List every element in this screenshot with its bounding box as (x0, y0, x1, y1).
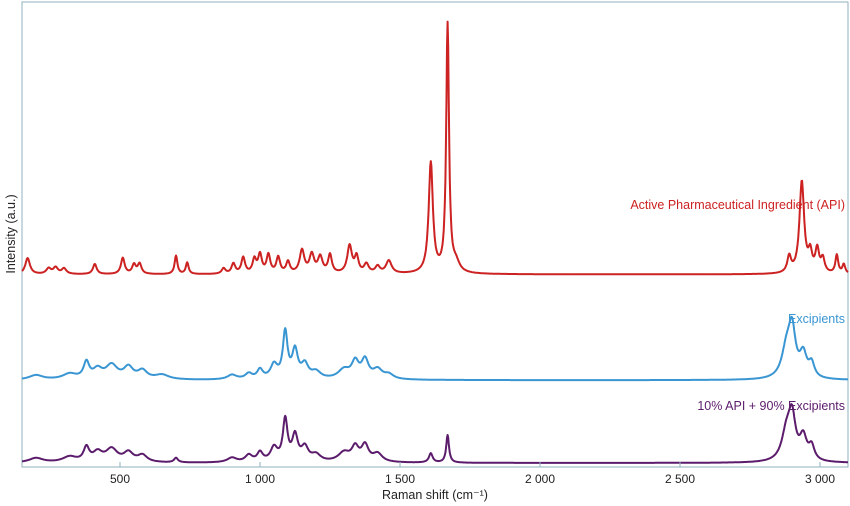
x-tick-label: 1 000 (245, 472, 275, 486)
series-label-0: Active Pharmaceutical Ingredient (API) (630, 198, 845, 212)
series-label-1: Excipients (788, 312, 845, 326)
x-axis-ticks: 500 1 000 1 500 2 000 2 500 3 000 (110, 462, 835, 486)
x-tick-label: 3 000 (805, 472, 835, 486)
series-line-0 (21, 20, 849, 276)
series-label-2: 10% API + 90% Excipients (697, 399, 845, 413)
series-line-2 (21, 403, 849, 464)
x-tick-label: 2 500 (665, 472, 695, 486)
y-axis-title: Intensity (a.u.) (4, 194, 18, 273)
series-line-1 (21, 315, 849, 382)
x-tick-label: 500 (110, 472, 130, 486)
x-axis-title: Raman shift (cm⁻¹) (382, 488, 488, 502)
series-labels: Active Pharmaceutical Ingredient (API) Ex… (630, 198, 845, 413)
x-tick-label: 2 000 (525, 472, 555, 486)
plot-frame (21, 1, 849, 468)
series-group (21, 20, 849, 464)
x-tick-label: 1 500 (385, 472, 415, 486)
